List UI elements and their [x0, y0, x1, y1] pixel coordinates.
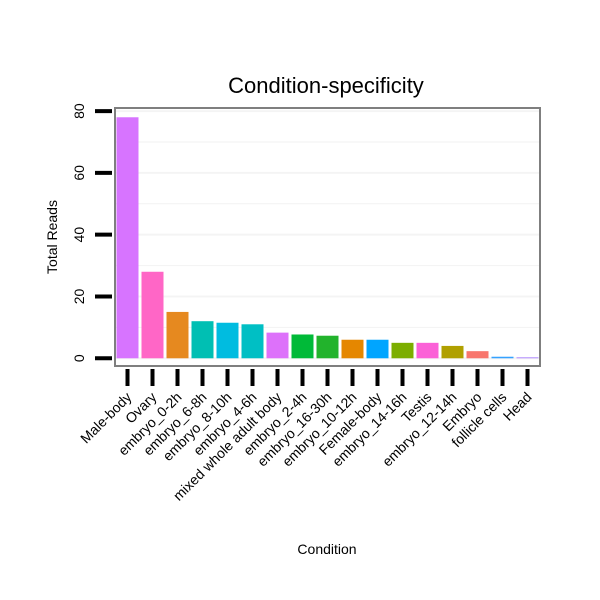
bar-embryo-2-4h: [291, 334, 314, 359]
x-axis: Male-bodyOvaryembryo_0-2hembryo_6-8hembr…: [77, 369, 535, 504]
bar-embryo-10-12h: [341, 339, 364, 359]
y-axis: 0 20 40 60 80: [71, 103, 112, 362]
y-axis-title: Total Reads: [44, 200, 60, 274]
bar-female-body: [366, 339, 389, 359]
bar-testis: [416, 342, 439, 359]
bar-embryo-14-16h: [391, 342, 414, 359]
bar-embryo: [466, 351, 489, 359]
y-tick-label: 80: [71, 103, 87, 119]
y-tick-label: 20: [71, 288, 87, 304]
y-tick-label: 40: [71, 227, 87, 243]
bar-follicle-cells: [491, 356, 514, 359]
bars: [116, 117, 539, 359]
plot-border: [114, 107, 541, 367]
bar-mixed-whole-adult-body: [266, 332, 289, 359]
bar-ovary: [141, 271, 164, 359]
bar-head: [516, 357, 539, 359]
bar-embryo-6-8h: [191, 321, 214, 359]
bar-embryo-12-14h: [441, 345, 464, 359]
bar-male-body: [116, 117, 139, 359]
bar-embryo-0-2h: [166, 311, 189, 359]
bar-embryo-16-30h: [316, 335, 339, 359]
y-tick-label: 0: [71, 354, 87, 362]
bar-embryo-8-10h: [216, 322, 239, 359]
bar-embryo-4-6h: [241, 324, 264, 359]
x-tick-label: Head: [500, 389, 535, 424]
y-tick-label: 60: [71, 165, 87, 181]
x-axis-title: Condition: [297, 541, 356, 557]
chart-title: Condition-specificity: [228, 73, 424, 98]
